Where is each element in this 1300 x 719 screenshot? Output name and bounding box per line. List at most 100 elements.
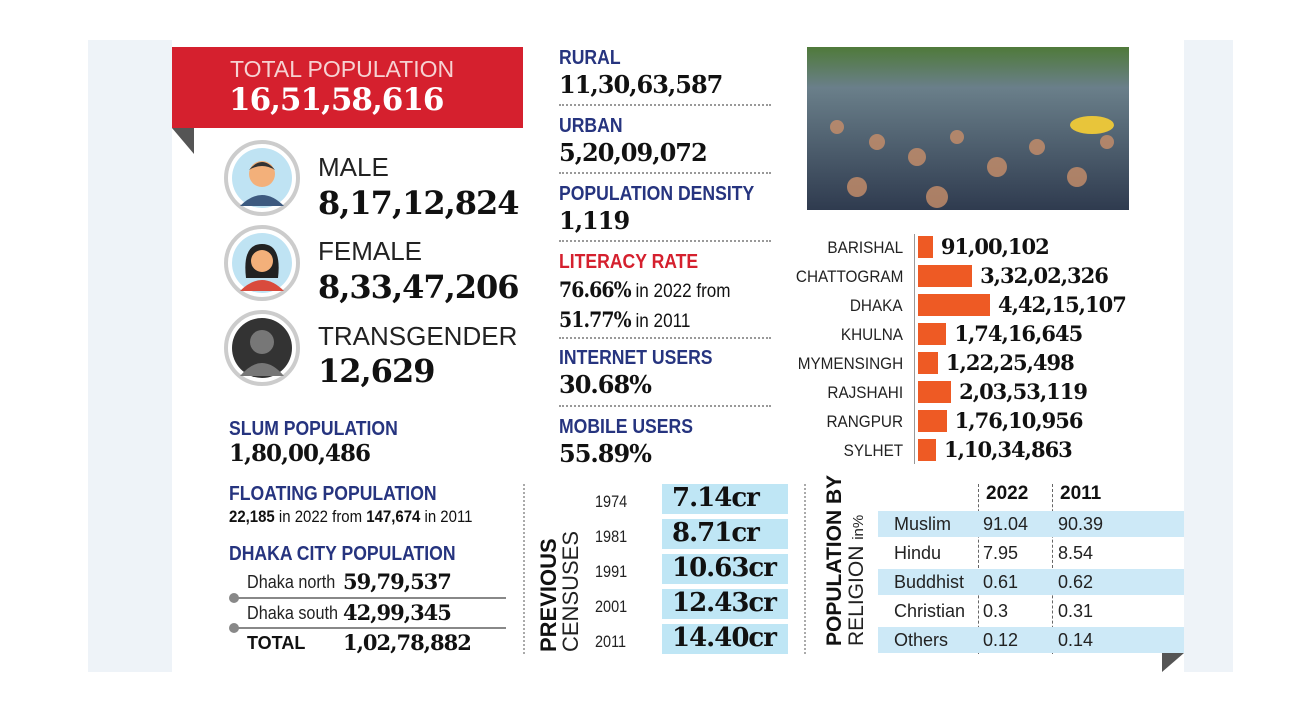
stat-value: 30.68% xyxy=(559,370,652,399)
col-head: 2022 xyxy=(986,483,1029,504)
gender-label: FEMALE xyxy=(318,236,423,266)
division-name: KHULNA xyxy=(840,325,903,344)
division-name: SYLHET xyxy=(843,441,903,460)
division-value: 1,76,10,956 xyxy=(954,408,1084,433)
census-box xyxy=(662,624,788,654)
dhaka-name: Dhaka south xyxy=(247,603,338,623)
floating-label: FLOATING POPULATION xyxy=(229,483,437,505)
census-box xyxy=(662,484,788,514)
stat-label: POPULATION DENSITY xyxy=(559,183,755,205)
bar xyxy=(918,265,973,287)
division-name: RAJSHAHI xyxy=(827,383,903,402)
bar xyxy=(918,410,947,432)
census-value: 12.43cr xyxy=(672,588,777,618)
religion-value: 0.31 xyxy=(1058,601,1094,621)
stat-value: 11,30,63,587 xyxy=(559,70,723,99)
value: 51.77% xyxy=(559,307,632,332)
census-year: 2011 xyxy=(595,632,627,651)
corner xyxy=(1162,653,1184,672)
gender-value: 8,33,47,206 xyxy=(318,268,520,306)
value: 76.66% xyxy=(559,277,632,302)
bar xyxy=(918,381,952,403)
division-name: BARISHAL xyxy=(827,238,903,257)
literacy-label: LITERACY RATE xyxy=(559,251,699,273)
dhaka-lines xyxy=(229,593,506,633)
census-box xyxy=(662,554,788,584)
religion-row: Others 0.12 0.14 xyxy=(878,627,1184,653)
divider xyxy=(804,484,806,654)
division-value: 1,10,34,863 xyxy=(943,437,1073,462)
gender-icons xyxy=(224,140,300,386)
stat-value: 1,119 xyxy=(559,206,630,235)
religion-value: 0.61 xyxy=(983,572,1019,592)
division-name: RANGPUR xyxy=(826,412,903,431)
stat-value: 55.89% xyxy=(559,439,652,468)
census-year: 2001 xyxy=(595,597,628,616)
religion-value: 0.3 xyxy=(983,601,1009,621)
census-value: 14.40cr xyxy=(672,623,777,653)
religion-name: Others xyxy=(894,630,949,650)
total-box xyxy=(172,47,523,128)
title: CENSUSES xyxy=(558,530,583,652)
census-year: 1974 xyxy=(595,492,628,511)
slum-value: 1,80,00,486 xyxy=(229,440,371,467)
census-year: 1981 xyxy=(595,527,628,546)
total-value: 16,51,58,616 xyxy=(229,82,445,118)
floating-text: 22,185 in 2022 from 147,674 in 2011 xyxy=(229,507,472,527)
unit: in% xyxy=(850,514,867,540)
religion-value: 0.14 xyxy=(1058,630,1094,650)
title: RELIGION xyxy=(845,545,868,646)
religion-name: Muslim xyxy=(894,514,951,534)
value: 22,185 xyxy=(229,507,275,526)
bar xyxy=(918,236,933,258)
title: PREVIOUS xyxy=(536,538,561,652)
dhaka-value: 1,02,78,882 xyxy=(343,630,472,655)
division-value: 3,32,02,326 xyxy=(980,263,1109,288)
text: in 2022 from xyxy=(635,281,731,302)
census-value: 8.71cr xyxy=(672,518,760,548)
axis xyxy=(914,234,915,464)
value: 147,674 xyxy=(366,507,421,526)
census-value: 10.63cr xyxy=(672,553,777,583)
literacy-text: 76.66% in 2022 from 51.77% in 2011 xyxy=(559,276,731,336)
bar xyxy=(918,323,947,345)
col-head: 2011 xyxy=(1060,483,1102,504)
religion-row: Hindu 7.95 8.54 xyxy=(878,540,1184,566)
crowd-photo xyxy=(807,47,1129,210)
division-name: MYMENSINGH xyxy=(797,354,903,373)
gender-label: MALE xyxy=(318,152,389,182)
census-value: 7.14cr xyxy=(672,483,760,513)
division-value: 91,00,102 xyxy=(940,234,1050,259)
divider xyxy=(523,484,525,654)
religion-value: 0.62 xyxy=(1058,572,1094,592)
bar xyxy=(918,294,990,316)
dhaka-name: Dhaka north xyxy=(247,572,336,592)
division-name: CHATTOGRAM xyxy=(795,267,903,286)
bar xyxy=(918,352,938,374)
stat-value: 5,20,09,072 xyxy=(559,138,708,167)
religion-row: Buddhist 0.61 0.62 xyxy=(878,569,1184,595)
slum-label: SLUM POPULATION xyxy=(229,418,398,440)
division-value: 2,03,53,119 xyxy=(959,379,1088,404)
religion-value: 7.95 xyxy=(983,543,1019,563)
division-value: 1,74,16,645 xyxy=(954,321,1083,346)
separator xyxy=(559,405,771,407)
gender-value: 12,629 xyxy=(318,352,435,390)
text: in 2011 xyxy=(635,311,691,332)
total-label: TOTAL POPULATION xyxy=(230,56,455,82)
separator xyxy=(559,240,771,242)
text: in 2011 xyxy=(424,507,473,526)
dhaka-value: 59,79,537 xyxy=(343,569,452,594)
census-box xyxy=(662,519,788,549)
religion-row: Christian 0.3 0.31 xyxy=(878,598,1184,624)
division-value: 1,22,25,498 xyxy=(945,350,1075,375)
religion-value: 91.04 xyxy=(983,514,1029,534)
religion-value: 90.39 xyxy=(1058,514,1104,534)
religion-name: Buddhist xyxy=(894,572,965,592)
census-title: PREVIOUS CENSUSES xyxy=(536,530,583,652)
religion-name: Hindu xyxy=(894,543,942,563)
gender-value: 8,17,12,824 xyxy=(318,184,520,222)
census-year: 1991 xyxy=(595,562,628,581)
corner xyxy=(172,128,194,154)
